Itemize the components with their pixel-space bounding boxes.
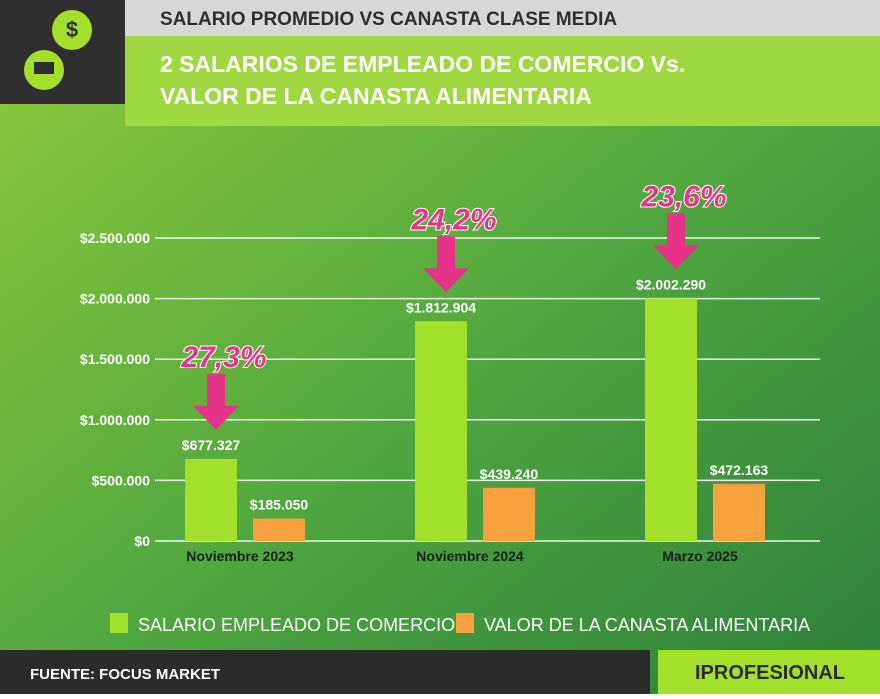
bar: [713, 483, 765, 541]
value-label: $2.002.290: [636, 276, 706, 292]
icon-dollar: $: [66, 17, 78, 42]
annotation-arrow: [193, 373, 239, 430]
brand-band: [658, 650, 880, 694]
legend-label: VALOR DE LA CANASTA ALIMENTARIA: [484, 615, 810, 635]
y-tick-label: $1.000.000: [80, 412, 150, 428]
x-tick-label: Marzo 2025: [662, 548, 738, 564]
y-tick-label: $0: [134, 533, 150, 549]
x-tick-label: Noviembre 2024: [416, 548, 524, 564]
bar: [185, 458, 237, 541]
legend-swatch: [110, 613, 128, 633]
icon-gear: [52, 10, 92, 50]
bar: [645, 298, 697, 541]
value-label: $472.163: [710, 462, 769, 478]
value-label: $185.050: [250, 497, 309, 513]
value-label: $1.812.904: [406, 299, 476, 315]
y-tick-label: $500.000: [92, 472, 151, 488]
legend-label: SALARIO EMPLEADO DE COMERCIO: [138, 615, 455, 635]
bar: [483, 487, 535, 541]
annotation-arrow: [423, 236, 469, 293]
y-tick-label: $2.000.000: [80, 291, 150, 307]
brand: IPROFESIONAL: [695, 662, 845, 684]
subtitle-band: [125, 0, 880, 36]
icon-cart: [34, 62, 54, 74]
y-tick-label: $2.500.000: [80, 230, 150, 246]
chart-title: VALOR DE LA CANASTA ALIMENTARIA: [160, 83, 592, 109]
legend-swatch: [456, 613, 474, 633]
annotation: 23,6%: [640, 180, 726, 213]
value-label: $439.240: [480, 466, 539, 482]
bar: [415, 321, 467, 541]
value-label: $677.327: [182, 437, 241, 453]
annotation: 24,2%: [410, 203, 496, 236]
annotation-arrow: [653, 213, 699, 270]
footer-band: [0, 650, 650, 694]
subtitle: SALARIO PROMEDIO VS CANASTA CLASE MEDIA: [160, 9, 617, 30]
annotation: 27,3%: [180, 341, 266, 374]
chart-title: 2 SALARIOS DE EMPLEADO DE COMERCIO Vs.: [160, 51, 685, 77]
title-band: [125, 36, 880, 126]
source: FUENTE: FOCUS MARKET: [30, 666, 220, 683]
y-tick-label: $1.500.000: [80, 351, 150, 367]
x-tick-label: Noviembre 2023: [186, 548, 294, 564]
bar: [253, 518, 305, 541]
